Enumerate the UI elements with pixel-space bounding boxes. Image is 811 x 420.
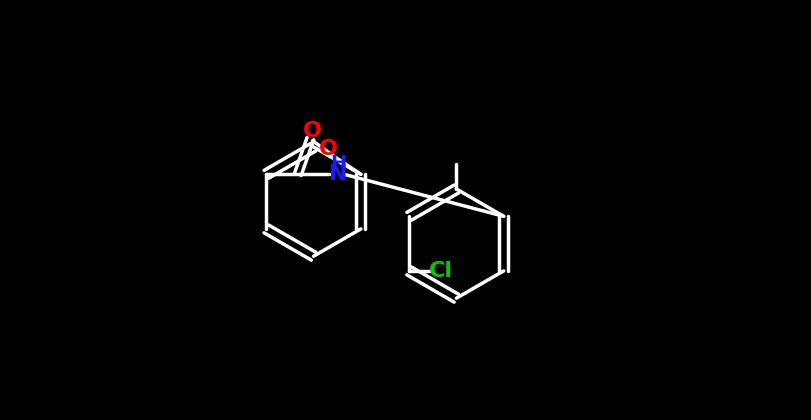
Text: Cl: Cl xyxy=(428,261,452,281)
Text: O: O xyxy=(318,139,337,159)
Text: O: O xyxy=(303,121,322,141)
Text: N: N xyxy=(329,164,347,184)
Text: H: H xyxy=(330,154,346,173)
